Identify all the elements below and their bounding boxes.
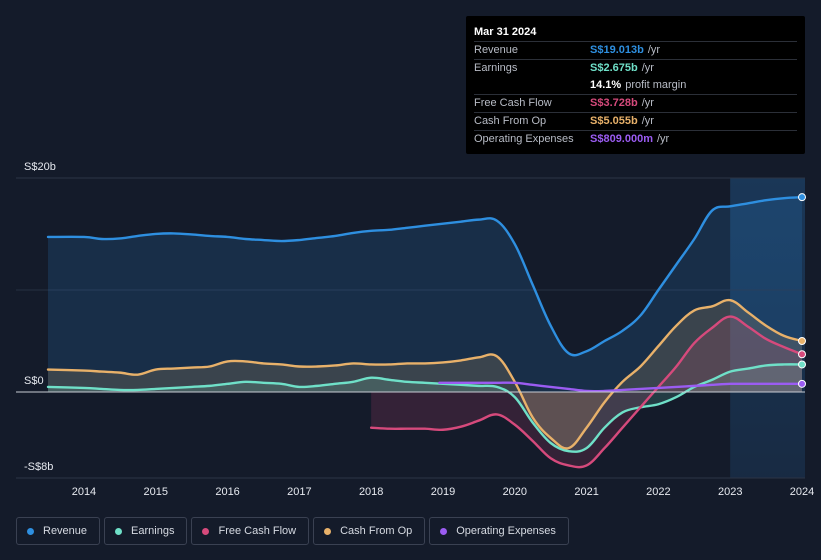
tooltip-row: Free Cash Flow S$3.728b/yr <box>474 94 797 112</box>
cash-from-op-line <box>46 298 804 450</box>
legend-dot-icon <box>324 527 332 535</box>
x-tick-label: 2023 <box>718 486 742 498</box>
legend-item-cash-from-op[interactable]: Cash From Op <box>313 517 426 545</box>
tooltip-row-value: 14.1% <box>590 79 622 91</box>
tooltip-row: Cash From Op S$5.055b/yr <box>474 112 797 130</box>
cash-from-op-end-marker <box>798 337 806 345</box>
x-tick-label: 2017 <box>287 486 311 498</box>
tooltip-row-value: S$3.728b <box>590 97 638 109</box>
tooltip-row-unit: profit margin <box>625 79 687 91</box>
tooltip-row: Revenue S$19.013b/yr <box>474 41 797 59</box>
tooltip-row-label: Revenue <box>474 44 519 56</box>
legend-item-earnings[interactable]: Earnings <box>104 517 188 545</box>
tooltip-row-value: S$19.013b <box>590 44 644 56</box>
tooltip-row: 14.1% profit margin <box>474 77 797 94</box>
cash-from-op-area <box>48 300 802 449</box>
tooltip-row-value: S$2.675b <box>590 62 638 74</box>
free-cash-flow-end-marker <box>798 350 806 359</box>
operating-expenses-line <box>438 381 804 393</box>
operating-expenses-end-marker <box>798 379 806 388</box>
legend-dot-icon <box>440 527 448 535</box>
x-tick-label: 2014 <box>72 486 96 498</box>
x-tick-label: 2019 <box>431 486 455 498</box>
tooltip-row-label: Earnings <box>474 62 518 74</box>
legend-label: Operating Expenses <box>456 525 556 537</box>
legend-item-revenue[interactable]: Revenue <box>16 517 101 545</box>
legend-dot-icon <box>27 527 34 535</box>
earnings-area <box>48 364 802 452</box>
earnings-end-marker <box>798 360 806 369</box>
tooltip-row-unit: /yr <box>641 97 654 109</box>
legend-label: Cash From Op <box>340 525 413 537</box>
y-tick-label: -S$8b <box>24 461 53 473</box>
legend-label: Revenue <box>43 525 88 537</box>
revenue-end-marker <box>798 193 806 202</box>
tooltip-row-value: S$5.055b <box>590 115 638 127</box>
y-tick-label: S$20b <box>24 161 56 173</box>
earnings-line <box>46 363 804 453</box>
x-tick-label: 2021 <box>574 486 598 498</box>
tooltip-row-label: Operating Expenses <box>474 133 574 145</box>
legend-label: Earnings <box>131 525 175 537</box>
legend-dot-icon <box>115 527 123 535</box>
legend-dot-icon <box>202 527 210 535</box>
chart-legend: Revenue Earnings Free Cash Flow Cash From O… <box>16 517 569 545</box>
x-tick-label: 2024 <box>790 486 814 498</box>
free-cash-flow-area <box>371 316 802 468</box>
x-tick-label: 2022 <box>646 486 670 498</box>
x-tick-label: 2018 <box>359 486 383 498</box>
revenue-area <box>48 197 802 392</box>
legend-item-free-cash-flow[interactable]: Free Cash Flow <box>191 517 310 545</box>
x-tick-label: 2016 <box>215 486 239 498</box>
tooltip-date: Mar 31 2024 <box>474 26 537 38</box>
tooltip-row-unit: /yr <box>641 62 654 74</box>
tooltip-row-unit: /yr <box>641 115 654 127</box>
tooltip-row-unit: /yr <box>657 133 670 145</box>
legend-label: Free Cash Flow <box>218 525 297 537</box>
free-cash-flow-line <box>369 315 804 469</box>
tooltip-row: Earnings S$2.675b/yr <box>474 59 797 77</box>
tooltip-row-label: Free Cash Flow <box>474 97 552 109</box>
x-tick-label: 2015 <box>144 486 168 498</box>
tooltip-row-unit: /yr <box>647 44 661 56</box>
tooltip-row-label: Cash From Op <box>474 115 547 127</box>
legend-item-operating-expenses[interactable]: Operating Expenses <box>429 517 569 545</box>
y-tick-label: S$0 <box>24 375 44 387</box>
x-tick-label: 2020 <box>503 486 527 498</box>
tooltip-panel: Mar 31 2024 Revenue S$19.013b/yr Earnings S… <box>466 16 805 154</box>
revenue-line <box>46 195 804 357</box>
tooltip-row-value: S$809.000m <box>590 133 653 145</box>
tooltip-row: Operating Expenses S$809.000m/yr <box>474 130 797 148</box>
